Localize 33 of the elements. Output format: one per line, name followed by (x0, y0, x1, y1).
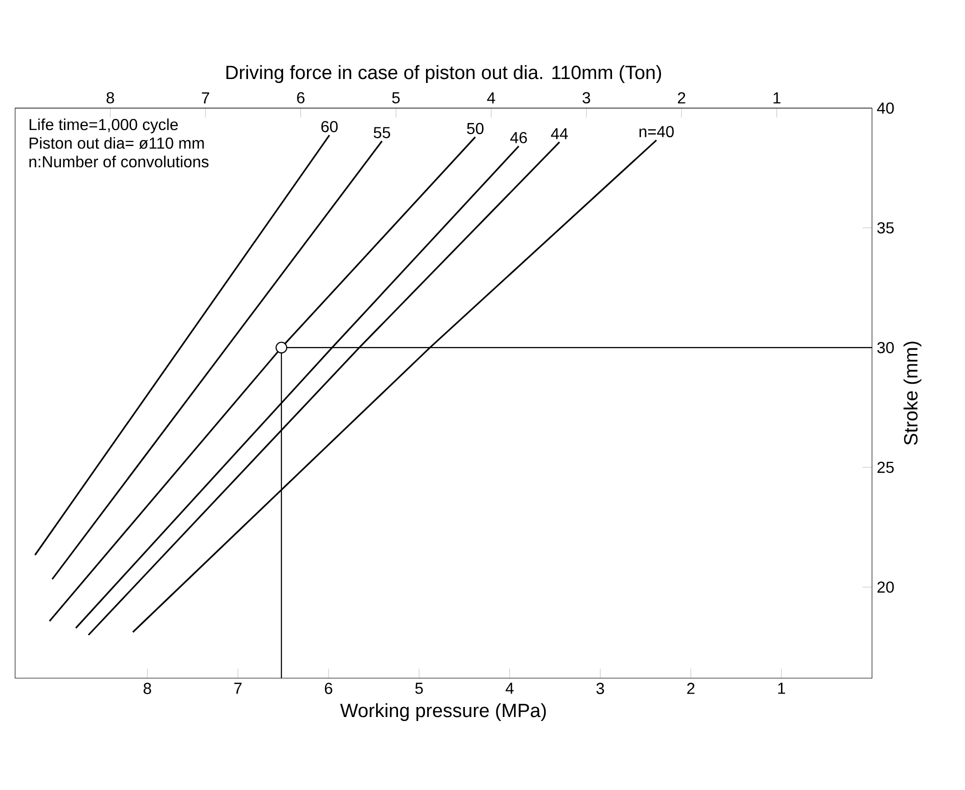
x-tick-label: 5 (415, 682, 423, 694)
y-tick-label: 25 (877, 462, 894, 473)
y-tick-label: 30 (877, 342, 894, 354)
y-tick-label: 35 (877, 222, 894, 234)
annotation: Piston out dia= ø110 mm (30, 137, 204, 149)
annotation: Life time=1,000 cycle (30, 118, 178, 134)
x2-tick-label: 1 (774, 92, 780, 104)
x2-tick-label: 5 (392, 92, 400, 104)
x-tick-label: 4 (506, 682, 514, 694)
x2-tick-label: 8 (106, 92, 114, 104)
y-tick-label: 40 (877, 102, 894, 114)
x2-axis-title: Driving force in case of piston out dia. 110mm (Ton) (226, 65, 662, 83)
x-axis-title: Working pressure (MPa) (340, 703, 546, 722)
series-label: 55 (374, 127, 390, 138)
x2-tick-label: 2 (678, 92, 686, 104)
annotation: n:Number of convolutions (29, 156, 209, 168)
x2-tick-label: 3 (582, 92, 590, 104)
series-label: 60 (321, 120, 338, 132)
x-tick-label: 7 (234, 682, 242, 694)
x2-tick-label: 4 (487, 92, 496, 104)
x-tick-label: 2 (687, 682, 694, 694)
series-label: 44 (551, 128, 568, 140)
x2-tick-label: 7 (202, 92, 210, 104)
series-label: 50 (467, 122, 484, 134)
y-axis-title: Stroke (mm) (904, 342, 922, 445)
x-tick-label: 3 (596, 682, 604, 694)
x-tick-label: 1 (778, 682, 786, 694)
x-tick-label: 8 (144, 682, 152, 694)
x2-tick-label: 6 (297, 92, 304, 104)
series-label: 46 (510, 132, 527, 144)
y-tick-label: 20 (877, 581, 894, 593)
series-label: n=40 (640, 126, 674, 138)
x-tick-label: 6 (324, 682, 332, 694)
